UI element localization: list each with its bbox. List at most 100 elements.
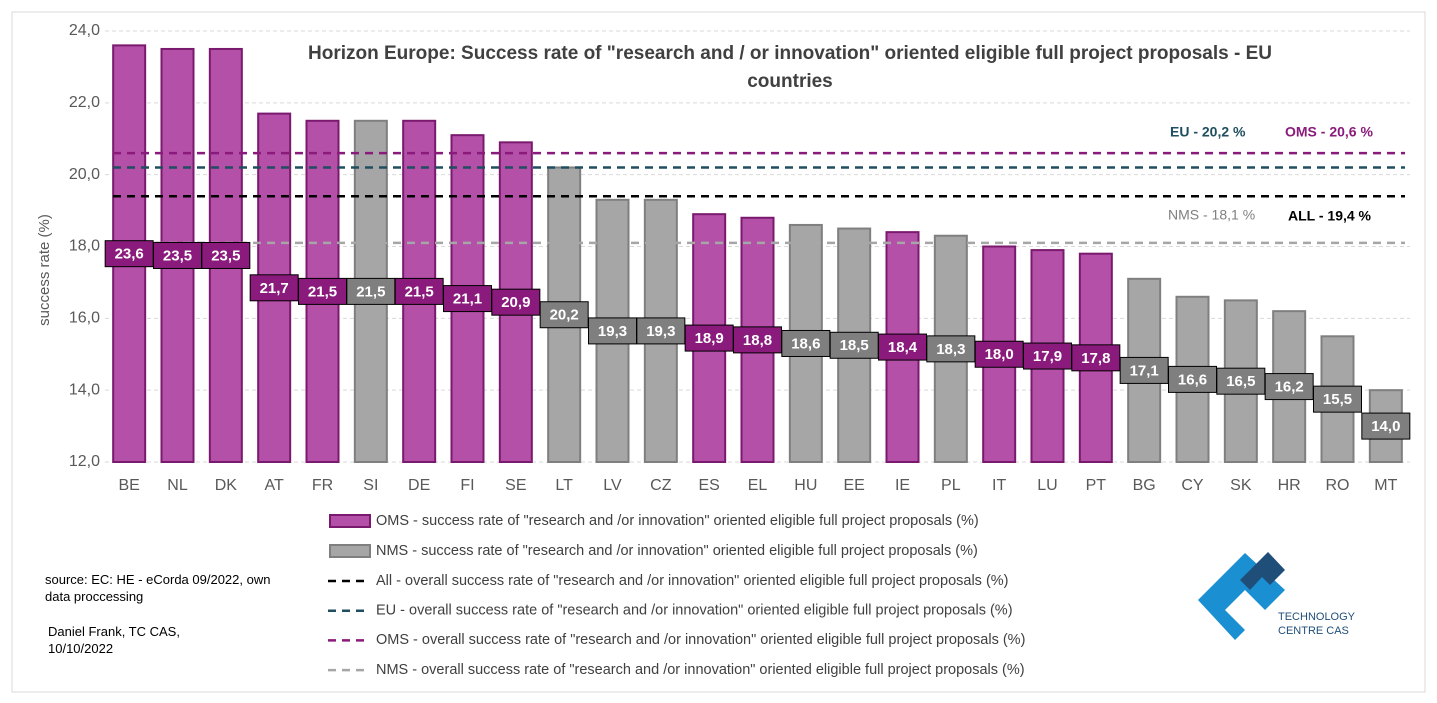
- x-tick-label: LT: [555, 477, 573, 494]
- legend-label: NMS - overall success rate of "research …: [376, 662, 1025, 678]
- data-label-box: [781, 329, 831, 357]
- legend-label: EU - overall success rate of "research a…: [376, 603, 1013, 619]
- data-label: 16,5: [1226, 373, 1255, 390]
- x-tick-label: CZ: [650, 477, 672, 494]
- reference-label: EU - 20,2 %: [1170, 124, 1246, 140]
- data-label-box: [878, 333, 927, 361]
- data-label: 17,1: [1130, 362, 1159, 379]
- legend-label: OMS - overall success rate of "research …: [376, 632, 1025, 648]
- x-tick-label: LV: [603, 477, 622, 494]
- x-tick-label: EL: [748, 477, 768, 494]
- data-label-box: [733, 326, 782, 354]
- x-tick-label: HU: [794, 477, 817, 494]
- chart-title: Horizon Europe: Success rate of "researc…: [308, 43, 1272, 92]
- x-tick-label: SE: [505, 477, 526, 494]
- author-note: Daniel Frank, TC CAS, 10/10/2022: [48, 624, 180, 656]
- x-tick-label: FR: [312, 477, 333, 494]
- data-label: 23,6: [115, 246, 144, 263]
- data-label: 21,1: [453, 291, 482, 308]
- data-label-box: [1216, 367, 1266, 395]
- data-label-box: [1071, 344, 1121, 372]
- legend-swatch: [329, 544, 371, 558]
- reference-label: ALL - 19,4 %: [1288, 208, 1372, 224]
- x-tick-label: BE: [118, 477, 139, 494]
- x-tick-label: PT: [1086, 477, 1107, 494]
- data-label: 14,0: [1371, 418, 1400, 435]
- data-label-box: [201, 241, 251, 269]
- data-label-box: [394, 277, 444, 305]
- x-tick-label: MT: [1374, 477, 1397, 494]
- data-label-box: [1361, 412, 1411, 440]
- data-label-box: [491, 288, 541, 316]
- x-tick-label: BG: [1133, 477, 1156, 494]
- data-label: 20,9: [501, 294, 530, 311]
- data-label-box: [636, 317, 686, 345]
- data-label: 20,2: [550, 307, 579, 324]
- data-label-box: [684, 324, 734, 352]
- legend-swatch: [329, 514, 371, 528]
- x-tick-label: AT: [265, 477, 284, 494]
- data-label-box: [1264, 373, 1314, 401]
- data-label: 16,6: [1178, 371, 1207, 388]
- data-label: 23,5: [163, 247, 192, 264]
- data-label-box: [153, 241, 202, 269]
- y-tick-label: 24,0: [69, 22, 100, 39]
- data-label-box: [829, 331, 879, 359]
- x-tick-label: ES: [698, 477, 719, 494]
- data-label: 15,5: [1323, 391, 1352, 408]
- y-tick-label: 12,0: [69, 453, 100, 470]
- data-label-box: [539, 301, 589, 329]
- x-tick-label: SI: [363, 477, 378, 494]
- data-label: 17,9: [1033, 348, 1062, 365]
- data-label: 21,5: [356, 283, 385, 300]
- data-label-box: [926, 335, 976, 363]
- x-tick-label: DE: [408, 477, 430, 494]
- data-label: 21,5: [308, 283, 337, 300]
- x-tick-label: PL: [941, 477, 961, 494]
- data-label: 18,3: [936, 341, 965, 358]
- x-tick-label: LU: [1037, 477, 1057, 494]
- data-label: 18,6: [791, 335, 820, 352]
- x-tick-label: FI: [460, 477, 474, 494]
- x-tick-label: EE: [843, 477, 864, 494]
- data-label: 18,5: [840, 337, 869, 354]
- data-label: 19,3: [646, 323, 675, 340]
- x-tick-label: DK: [215, 477, 238, 494]
- y-tick-label: 20,0: [69, 166, 100, 183]
- data-label: 18,4: [888, 339, 918, 356]
- data-label: 21,5: [405, 283, 434, 300]
- frame: [11, 11, 1426, 693]
- x-tick-label: IT: [992, 477, 1006, 494]
- data-label: 19,3: [598, 323, 627, 340]
- reference-label: NMS - 18,1 %: [1168, 207, 1255, 223]
- y-axis-label: success rate (%): [36, 214, 53, 326]
- y-tick-label: 22,0: [69, 94, 100, 111]
- data-label-box: [1119, 356, 1169, 384]
- data-label-box: [443, 285, 492, 313]
- legend-label: OMS - success rate of "research and /or …: [376, 513, 979, 529]
- data-label: 16,2: [1275, 379, 1304, 396]
- data-label: 17,8: [1081, 350, 1110, 367]
- data-label-box: [588, 317, 637, 345]
- data-label: 23,5: [211, 247, 240, 264]
- legend-label: NMS - success rate of "research and /or …: [376, 543, 978, 559]
- y-tick-label: 14,0: [69, 381, 100, 398]
- x-tick-label: CY: [1181, 477, 1204, 494]
- data-label-box: [1313, 385, 1362, 413]
- logo-text: TECHNOLOGY: [1278, 611, 1356, 623]
- data-label: 18,9: [695, 330, 724, 347]
- source-note: source: EC: HE - eCorda 09/2022, own dat…: [45, 572, 271, 604]
- data-label: 18,0: [985, 346, 1014, 363]
- legend-label: All - overall success rate of "research …: [376, 573, 1009, 589]
- data-label: 18,8: [743, 332, 772, 349]
- x-tick-label: IE: [895, 477, 910, 494]
- x-tick-label: NL: [167, 477, 188, 494]
- logo-text: CENTRE CAS: [1278, 625, 1349, 637]
- x-tick-label: RO: [1326, 477, 1350, 494]
- x-tick-label: SK: [1230, 477, 1252, 494]
- y-tick-label: 16,0: [69, 310, 100, 327]
- reference-label: OMS - 20,6 %: [1285, 124, 1373, 140]
- x-tick-label: HR: [1278, 477, 1301, 494]
